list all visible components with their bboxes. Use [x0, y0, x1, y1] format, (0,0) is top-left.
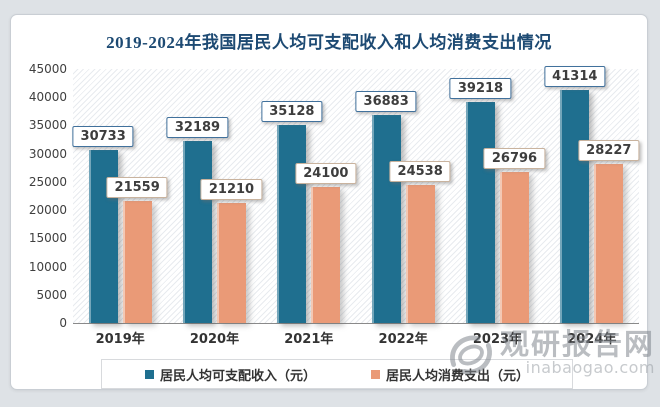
x-axis: 2019年 2020年 2021年 2022年 2023年 2024年	[73, 328, 639, 347]
y-tick-label: 40000	[28, 90, 67, 105]
income-bar-value-label: 36883	[355, 90, 417, 112]
income-bar: 39218	[449, 77, 512, 323]
y-tick-label: 35000	[28, 118, 67, 133]
expense-legend-marker-icon	[371, 369, 380, 379]
chart-title: 2019-2024年我国居民人均可支配收入和人均消费支出情况	[106, 33, 552, 52]
income-bar-value-label: 41314	[544, 65, 606, 87]
income-bar-value-label: 35128	[261, 100, 323, 122]
y-tick-label: 45000	[28, 62, 67, 76]
expense-bar-value-label: 24100	[295, 162, 357, 184]
legend-item-expense: 居民人均消费支出（元）	[371, 365, 529, 384]
bar-group-2022年: 36883 24538	[355, 69, 451, 323]
income-bar: 41314	[544, 65, 606, 323]
legend-label: 居民人均可支配收入（元）	[159, 368, 316, 384]
expense-bar: 26796	[483, 147, 546, 323]
expense-bar: 28227	[578, 139, 640, 323]
y-tick-label: 20000	[28, 203, 67, 218]
x-tick-label: 2024年	[567, 332, 617, 347]
income-bar: 36883	[355, 90, 417, 323]
expense-bar: 24100	[295, 162, 357, 323]
income-legend-marker-icon	[144, 369, 154, 379]
legend-item-income: 居民人均可支配收入（元）	[144, 365, 316, 384]
x-tick-label: 2023年	[472, 332, 523, 347]
plot-area: 30733 21559 32189 21210 35128 24100 36883 24538…	[72, 65, 640, 324]
chart-card: 2019-2024年我国居民人均可支配收入和人均消费支出情况 0 5000 1000…	[10, 14, 654, 390]
y-tick-label: 25000	[28, 174, 67, 189]
income-bar: 30733	[72, 125, 134, 323]
legend-label: 居民人均消费支出（元）	[386, 368, 530, 384]
expense-bar-value-label: 21559	[106, 177, 168, 199]
expense-bar-value-label: 24538	[389, 160, 451, 182]
x-tick-label: 2019年	[95, 332, 145, 347]
bar-group-2023年: 39218 26796	[449, 69, 546, 323]
x-tick-label: 2022年	[378, 332, 428, 347]
y-tick-label: 15000	[28, 231, 67, 246]
income-bar-value-label: 39218	[449, 77, 512, 99]
expense-bar-value-label: 28227	[578, 139, 640, 161]
expense-bar-value-label: 26796	[483, 147, 546, 169]
x-tick-label: 2021年	[284, 332, 334, 347]
bar-group-2024年: 41314 28227	[544, 65, 640, 323]
y-tick-label: 10000	[28, 259, 67, 274]
income-bar-value-label: 30733	[72, 125, 134, 147]
x-tick-label: 2020年	[189, 332, 240, 347]
y-tick-label: 5000	[36, 287, 67, 302]
bar-group-2019年: 30733 21559	[72, 69, 168, 323]
legend: 居民人均可支配收入（元） 居民人均消费支出（元）	[101, 359, 573, 389]
expense-bar: 24538	[389, 160, 451, 323]
bar-group-2021年: 35128 24100	[261, 69, 357, 323]
expense-bar-value-label: 21210	[200, 179, 263, 201]
y-tick-label: 0	[59, 316, 67, 330]
y-axis: 0 5000 10000 15000 20000 25000 30000 35000 40000…	[21, 63, 67, 329]
income-bar-value-label: 32189	[166, 117, 229, 139]
expense-bar: 21210	[200, 179, 263, 323]
y-tick-label: 30000	[28, 146, 67, 161]
expense-bar: 21559	[106, 177, 168, 323]
income-bar: 35128	[261, 100, 323, 323]
bar-group-2020年: 32189 21210	[166, 69, 263, 323]
income-bar: 32189	[166, 117, 229, 323]
